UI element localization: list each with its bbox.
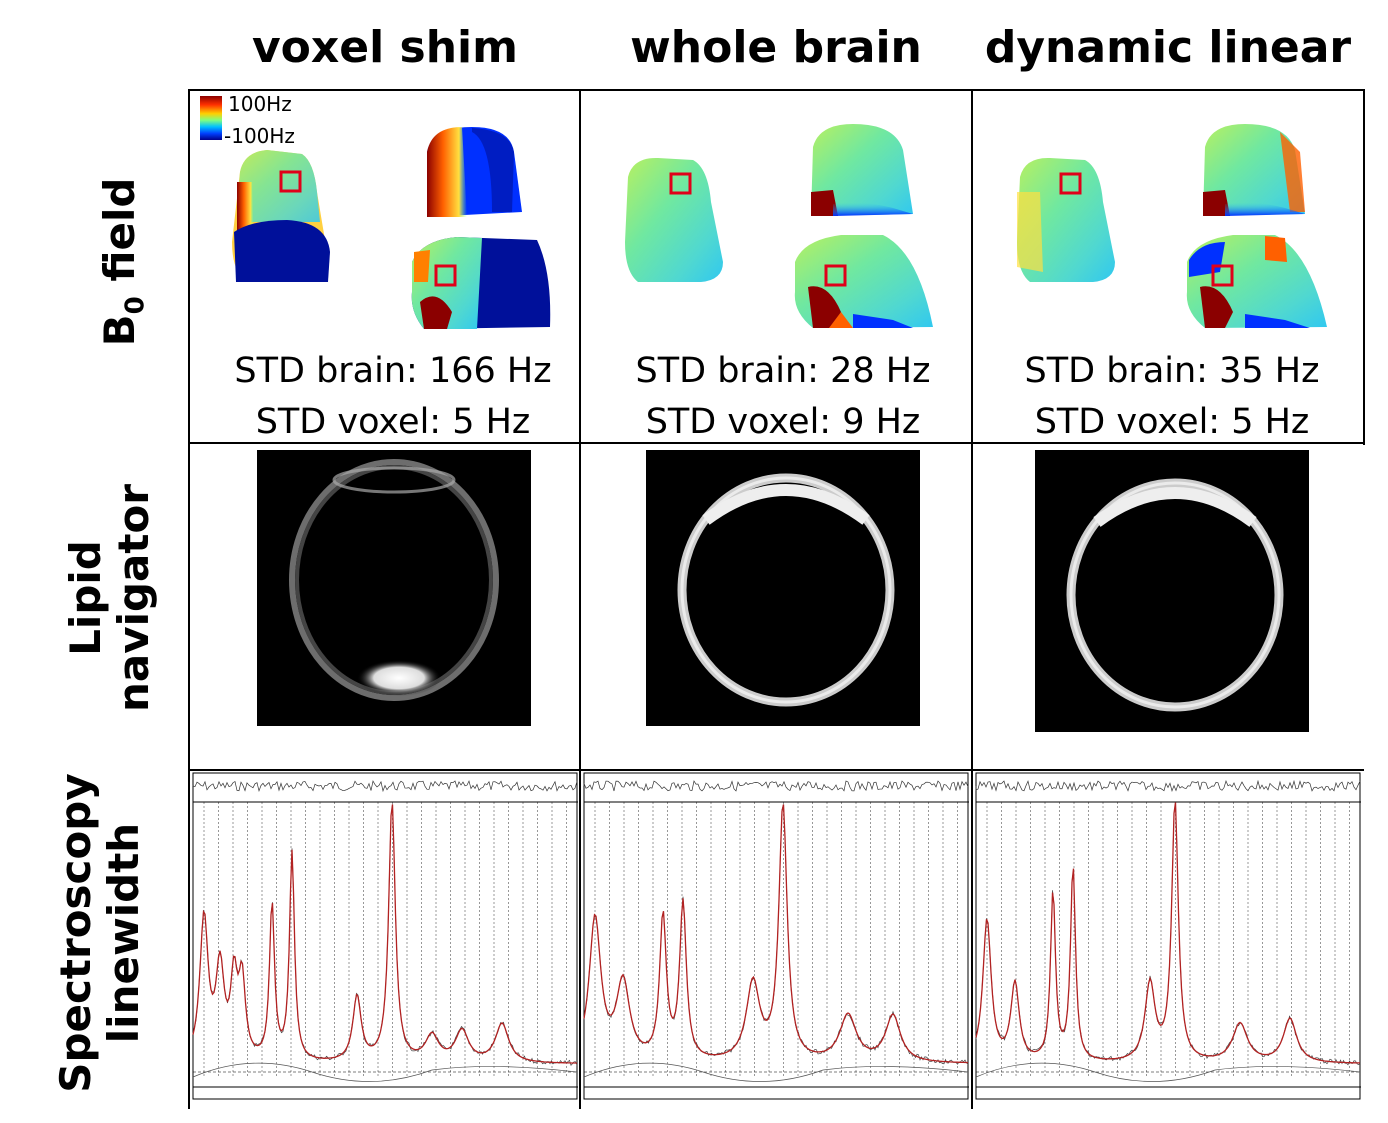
roi-box — [434, 264, 457, 287]
b0-field-image-voxel-shim — [200, 96, 551, 329]
grid-top — [189, 89, 1364, 91]
row-label-lipid-navigator: Lipid navigator — [61, 483, 158, 713]
row-label-b0-field: B0 field — [95, 177, 151, 347]
b0-field-image-dynamic-linear — [1017, 124, 1327, 328]
colorbar-min-label: -100Hz — [224, 124, 295, 148]
column-title-voxel-shim: voxel shim — [252, 22, 518, 73]
roi-box — [669, 172, 692, 195]
grid-row2-bottom — [189, 769, 1364, 771]
lipid-navigator-whole-brain — [646, 450, 920, 726]
spectrum-whole-brain — [583, 772, 969, 1102]
spectrum-dynamic-linear — [975, 772, 1361, 1102]
std-voxel-voxel-shim: STD voxel: 5 Hz — [255, 402, 531, 442]
roi-box — [1059, 172, 1082, 195]
std-brain-voxel-shim: STD brain: 166 Hz — [234, 351, 552, 391]
roi-box — [1211, 264, 1234, 287]
grid-mid2 — [971, 89, 973, 1109]
roi-box — [824, 264, 847, 287]
colorbar — [200, 96, 222, 140]
grid-row1-bottom — [189, 442, 1364, 444]
grid-right — [1363, 89, 1365, 445]
std-brain-dynamic-linear: STD brain: 35 Hz — [1024, 351, 1320, 391]
std-brain-whole-brain: STD brain: 28 Hz — [635, 351, 931, 391]
lipid-navigator-voxel-shim — [257, 450, 531, 726]
b0-field-map-dynamic-linear — [975, 92, 1361, 337]
b0-field-map-whole-brain — [583, 92, 969, 337]
row-label-spectroscopy-linewidth: Spectroscopy linewidth — [51, 773, 148, 1093]
column-title-whole-brain: whole brain — [630, 22, 922, 73]
lipid-navigator-dynamic-linear — [1035, 450, 1309, 732]
b0-field-map-voxel-shim: 100Hz -100Hz — [192, 92, 578, 337]
spectrum-voxel-shim — [192, 772, 578, 1102]
grid-mid1 — [579, 89, 581, 1109]
column-title-dynamic-linear: dynamic linear — [984, 22, 1352, 73]
grid-left — [188, 89, 190, 1109]
std-voxel-whole-brain: STD voxel: 9 Hz — [645, 402, 921, 442]
std-voxel-dynamic-linear: STD voxel: 5 Hz — [1034, 402, 1310, 442]
colorbar-max-label: 100Hz — [228, 92, 292, 116]
roi-box — [279, 170, 302, 193]
b0-field-image-whole-brain — [625, 124, 933, 328]
